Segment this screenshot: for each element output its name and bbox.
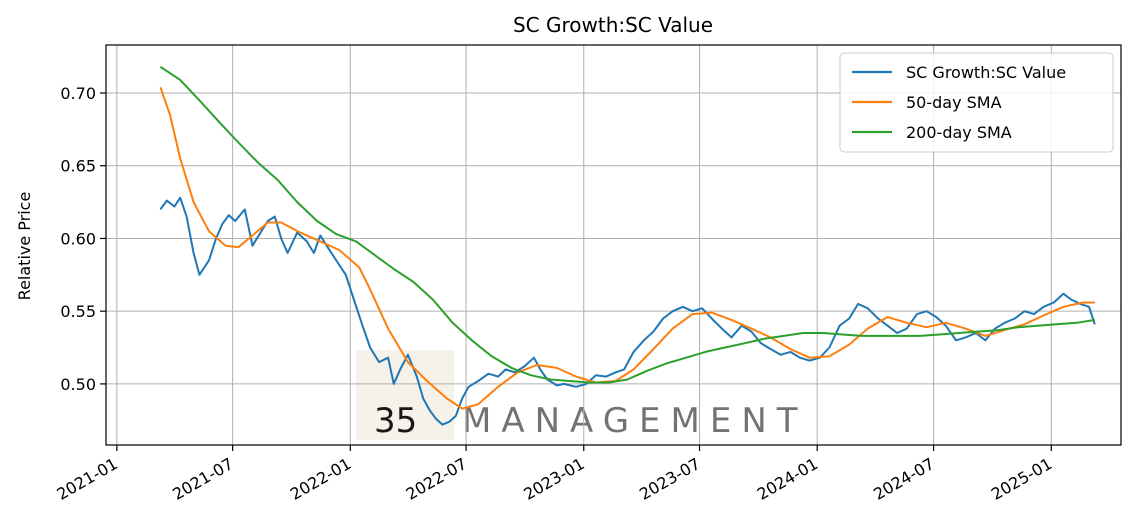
legend: SC Growth:SC Value 50-day SMA 200-day SMA (839, 52, 1114, 153)
legend-box (839, 52, 1114, 153)
plot-frame (105, 44, 1122, 446)
y-tick-label: 0.70 (60, 84, 96, 103)
y-tick-label: 0.55 (60, 302, 96, 321)
series-line-3 (159, 65, 1095, 384)
axes (105, 44, 1122, 446)
watermark-number: 35 (374, 401, 417, 441)
y-axis-label: Relative Price (15, 192, 34, 301)
chart-title: SC Growth:SC Value (513, 13, 713, 37)
series-layer (159, 65, 1096, 426)
watermark-word: MANAGEMENT (462, 401, 808, 441)
y-tick-label: 0.65 (60, 157, 96, 176)
grid (106, 45, 1121, 445)
legend-label-3: 200-day SMA (906, 123, 1012, 142)
y-tick-label: 0.50 (60, 375, 96, 394)
y-ticks: 0.50 0.55 0.60 0.65 0.70 (60, 84, 106, 394)
y-tick-label: 0.60 (60, 229, 96, 248)
watermark: 35 MANAGEMENT (356, 350, 808, 441)
watermark-logo-box (356, 350, 454, 440)
series-line-1 (159, 196, 1096, 426)
legend-label-2: 50-day SMA (906, 93, 1002, 112)
legend-label-1: SC Growth:SC Value (906, 63, 1066, 82)
